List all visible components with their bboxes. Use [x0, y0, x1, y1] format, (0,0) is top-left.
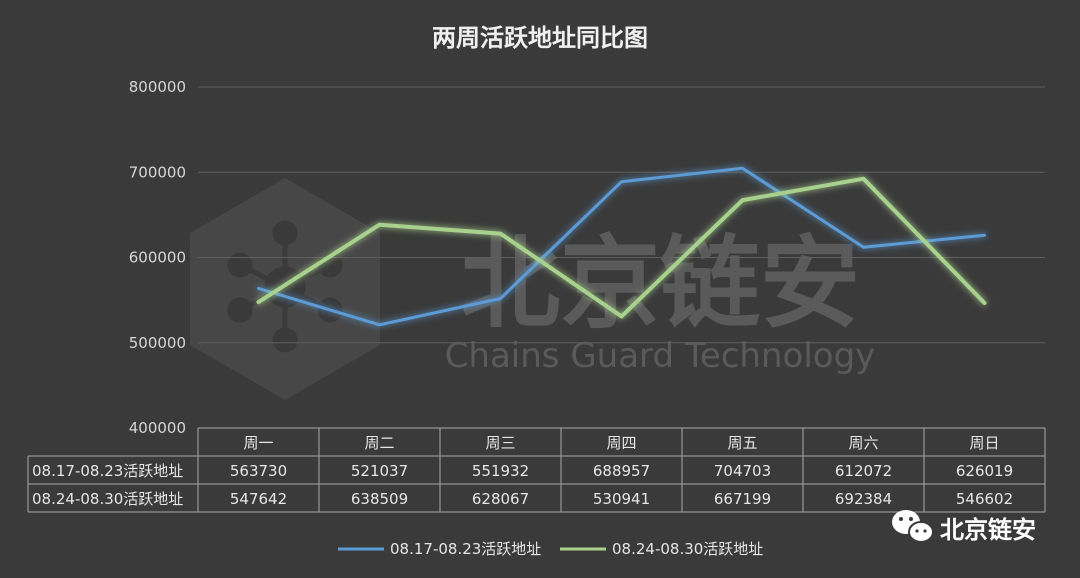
category-label: 周一	[243, 434, 273, 452]
table-row-label: 08.24-08.30活跃地址	[32, 490, 183, 508]
y-axis-ticks: 400000 500000 600000 700000 800000	[129, 78, 186, 437]
table-cell: 704703	[714, 462, 771, 480]
y-tick-label: 500000	[129, 334, 186, 352]
category-label: 周六	[848, 434, 878, 452]
table-cell: 692384	[835, 490, 892, 508]
series-lines	[256, 166, 987, 327]
category-label: 周五	[727, 434, 757, 452]
table-cell: 547642	[230, 490, 287, 508]
chart-title: 两周活跃地址同比图	[432, 23, 648, 52]
category-label: 周四	[606, 434, 636, 452]
table-cell: 667199	[714, 490, 771, 508]
watermark: 北京链安 Chains Guard Technology	[190, 178, 875, 400]
table-cell: 688957	[593, 462, 650, 480]
category-label: 周三	[485, 434, 515, 452]
table-cell: 612072	[835, 462, 892, 480]
table-cell: 563730	[230, 462, 287, 480]
table-row-label: 08.17-08.23活跃地址	[32, 462, 183, 480]
y-tick-label: 400000	[129, 419, 186, 437]
category-label: 周二	[364, 434, 394, 452]
table-cell: 551932	[472, 462, 529, 480]
table-cell: 521037	[351, 462, 408, 480]
watermark-text-en: Chains Guard Technology	[445, 336, 876, 376]
y-tick-label: 600000	[129, 249, 186, 267]
table-cell: 626019	[956, 462, 1013, 480]
legend-entry: 08.17-08.23活跃地址	[390, 540, 541, 558]
wechat-icon	[892, 510, 934, 543]
brand-mark: 北京链安	[892, 510, 1036, 544]
series-line-2	[256, 176, 987, 319]
table-cell: 530941	[593, 490, 650, 508]
gridlines	[198, 86, 1045, 344]
brand-label: 北京链安	[940, 516, 1036, 544]
table-cell: 546602	[956, 490, 1013, 508]
y-tick-label: 700000	[129, 163, 186, 181]
legend-entry: 08.24-08.30活跃地址	[612, 540, 763, 558]
table-cell: 638509	[351, 490, 408, 508]
y-tick-label: 800000	[129, 78, 186, 96]
legend: 08.17-08.23活跃地址 08.24-08.30活跃地址	[338, 540, 763, 558]
category-label: 周日	[969, 434, 999, 452]
watermark-text-cn: 北京链安	[460, 225, 860, 342]
data-table: 周一 周二 周三 周四 周五 周六 周日 08.17-08.23活跃地址 563730 52103…	[27, 427, 1046, 513]
table-cell: 628067	[472, 490, 529, 508]
